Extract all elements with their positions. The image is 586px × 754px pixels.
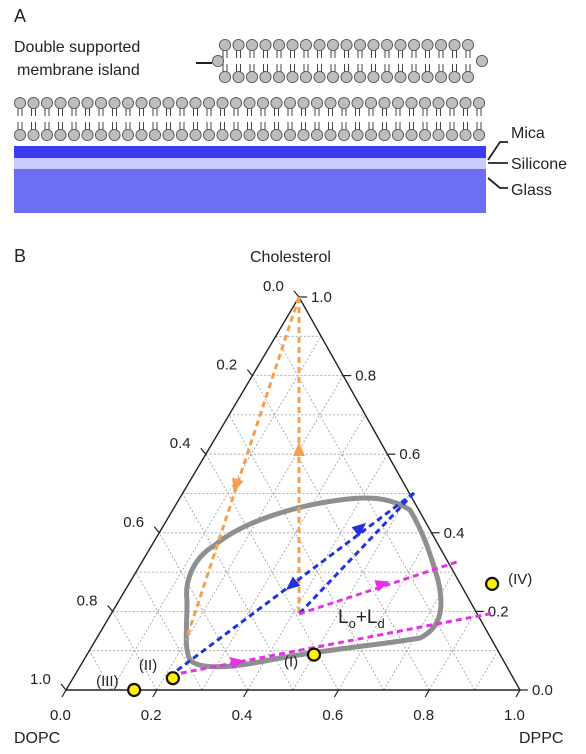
mica-leader xyxy=(487,141,508,161)
tick-label-right: 0.4 xyxy=(444,525,465,542)
mica-layer xyxy=(14,146,486,158)
orange-arrow-down-head xyxy=(232,477,244,493)
composition-points: (I) (II) (III) (IV) xyxy=(96,571,532,698)
phase-region-label: Lo+Ld xyxy=(338,607,385,631)
tick-label-left: 1.0 xyxy=(30,671,51,688)
magenta-arrow-lower-head xyxy=(229,657,245,670)
trajectories xyxy=(170,296,495,677)
tick-label-right: 0.2 xyxy=(488,603,509,620)
glass-label: Glass xyxy=(511,182,552,199)
supported-bilayer xyxy=(13,96,486,142)
tick-label-left: 0.4 xyxy=(170,435,191,452)
tick-mark-left xyxy=(153,526,160,534)
silicone-layer xyxy=(14,158,486,169)
blue-arrow-down xyxy=(285,576,301,591)
island-label-line2: membrane island xyxy=(17,62,140,79)
blue-arrow-down-head xyxy=(285,576,301,591)
grid-line xyxy=(474,650,499,691)
tick-label-left: 0.8 xyxy=(77,592,98,609)
tick-label-bottom: 0.2 xyxy=(141,707,162,724)
glass-layer xyxy=(14,169,486,213)
composition-point xyxy=(165,671,180,686)
tick-label-left: 0.6 xyxy=(123,514,144,531)
membrane-island xyxy=(211,38,489,84)
tick-mark-bottom xyxy=(243,689,249,698)
composition-point-label: (II) xyxy=(139,657,157,674)
tick-mark-left xyxy=(246,369,253,376)
orange-arrow-up-head xyxy=(293,442,305,456)
tick-label-left: 0.0 xyxy=(263,278,284,295)
tick-label-right: 0.0 xyxy=(532,682,553,699)
blue-trajectory-inner xyxy=(297,491,416,616)
tick-label-bottom: 1.0 xyxy=(504,707,525,724)
ternary-frame xyxy=(64,295,522,691)
tick-label-bottom: 0.4 xyxy=(232,707,253,724)
panel-a-label: A xyxy=(14,6,26,26)
composition-point xyxy=(127,682,142,698)
blue-arrow-up-head xyxy=(351,522,367,537)
tick-mark-left xyxy=(200,447,207,455)
magenta-arrow-lower xyxy=(229,657,245,670)
tick-label-right: 1.0 xyxy=(311,289,332,306)
panel-b-label: B xyxy=(14,246,26,266)
orange-arrow-down xyxy=(232,477,244,493)
grid-line xyxy=(228,414,385,691)
grid-line xyxy=(275,336,475,691)
vertex-label-dppc: DPPC xyxy=(519,730,563,747)
phase-boundary xyxy=(183,495,444,670)
tick-mark-left xyxy=(60,683,67,691)
composition-point-label: (I) xyxy=(284,654,298,671)
tick-mark-bottom xyxy=(515,689,521,698)
tick-mark-bottom xyxy=(152,689,158,698)
magenta-trajectory-lower xyxy=(170,611,495,677)
grid-line xyxy=(383,571,455,691)
tick-label-right: 0.6 xyxy=(399,446,420,463)
ternary-grid xyxy=(88,335,499,691)
vertex-label-dopc: DOPC xyxy=(14,730,60,747)
magenta-arrow-upper-head xyxy=(374,580,390,592)
glass-leader xyxy=(487,177,508,189)
grid-line xyxy=(111,336,322,691)
orange-trajectory-diagonal xyxy=(184,296,301,641)
ternary-triangle xyxy=(64,295,522,691)
tick-mark-bottom xyxy=(61,689,67,698)
orange-arrow-up xyxy=(293,442,305,456)
grid-line xyxy=(201,414,366,691)
composition-point xyxy=(306,647,322,662)
grid-line xyxy=(338,532,432,691)
tick-mark-bottom xyxy=(333,689,339,698)
tick-label-right: 0.8 xyxy=(355,368,376,385)
tick-mark-bottom xyxy=(424,689,430,698)
ternary-ticks: 0.0 0.0 0.0 0.2 0.2 0.2 0.4 0.4 0.4 0.6 0.6 0.6 0.8 0… xyxy=(30,278,553,724)
tick-label-bottom: 0.8 xyxy=(413,707,434,724)
silicone-label: Silicone xyxy=(511,156,567,173)
tick-label-bottom: 0.6 xyxy=(322,707,343,724)
grid-line xyxy=(88,650,112,691)
tick-label-left: 0.2 xyxy=(216,357,237,374)
blue-arrow-up xyxy=(351,522,367,537)
vertex-label-cholesterol: Cholesterol xyxy=(250,249,331,266)
composition-point-label: (IV) xyxy=(508,571,532,588)
tick-mark-left xyxy=(293,290,300,298)
tick-mark-left xyxy=(107,605,114,612)
composition-point-label: (III) xyxy=(96,673,119,690)
grid-line xyxy=(252,375,430,691)
island-label-line1: Double supported xyxy=(14,39,140,56)
grid-line xyxy=(112,611,158,691)
magenta-arrow-upper xyxy=(374,580,390,592)
grid-line xyxy=(135,571,203,691)
tick-label-bottom: 0.0 xyxy=(50,707,71,724)
composition-point xyxy=(485,576,500,591)
mica-label: Mica xyxy=(511,125,545,142)
